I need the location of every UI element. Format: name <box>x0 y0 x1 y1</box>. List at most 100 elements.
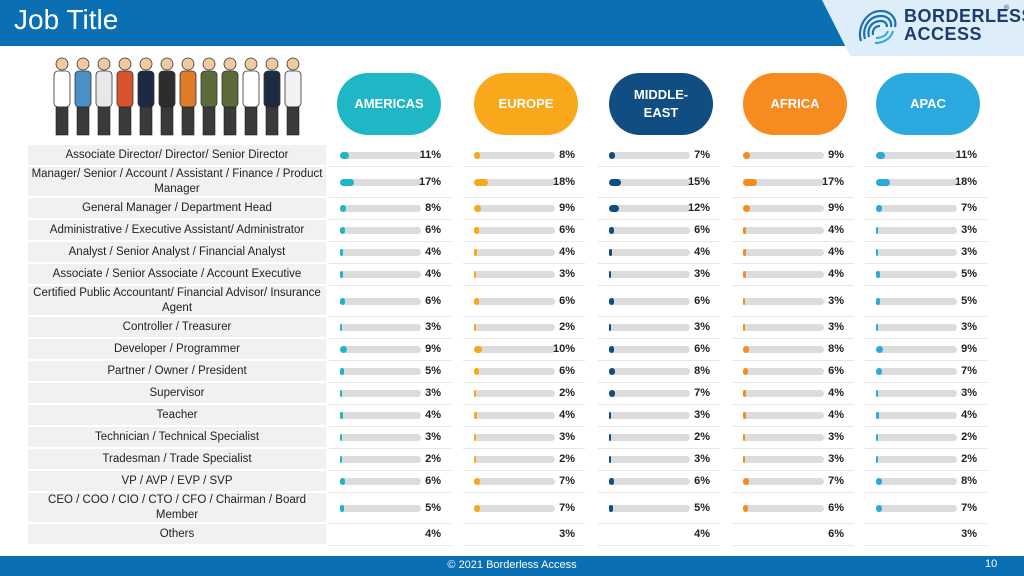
bar-fill <box>609 456 611 463</box>
bar-track <box>474 478 555 485</box>
person-legs <box>265 106 279 136</box>
borderless-access-logo-icon <box>858 9 897 44</box>
bar-track <box>340 205 421 212</box>
row-divider <box>865 166 987 167</box>
registered-mark: ® <box>1004 5 1010 12</box>
bar-track <box>743 346 824 353</box>
bar-fill <box>609 346 614 353</box>
row-divider <box>329 492 451 493</box>
bar-track <box>743 297 824 305</box>
percent-value: 9% <box>559 202 575 214</box>
row-divider <box>463 448 585 449</box>
row-divider <box>865 382 987 383</box>
bar-fill <box>743 346 749 353</box>
bar-track <box>876 346 957 353</box>
percent-value: 9% <box>425 343 441 355</box>
logo-text: BORDERLESS ACCESS <box>904 7 1024 43</box>
person-legs <box>97 106 111 136</box>
percent-value: 10% <box>552 343 575 355</box>
row-divider <box>598 492 720 493</box>
bar-fill <box>609 271 611 278</box>
row-label: Developer / Programmer <box>28 339 326 361</box>
row-divider <box>865 448 987 449</box>
row-divider <box>732 197 854 198</box>
row-divider <box>865 523 987 524</box>
professionals-group-icon <box>53 57 302 136</box>
percent-value: 3% <box>425 431 441 443</box>
bar-track <box>474 346 555 353</box>
bar-fill <box>876 434 878 441</box>
bar-track <box>340 249 421 256</box>
bar-track <box>609 368 690 375</box>
bar-track <box>474 178 555 186</box>
bar-fill <box>743 249 746 256</box>
row-label: Controller / Treasurer <box>28 317 326 339</box>
person-head <box>76 57 90 71</box>
bar-track <box>609 456 690 463</box>
bar-fill <box>876 368 882 375</box>
row-divider <box>865 263 987 264</box>
person-body <box>221 70 239 108</box>
bar-fill <box>474 297 479 305</box>
percent-value: 2% <box>559 387 575 399</box>
row-divider <box>329 382 451 383</box>
bar-track <box>340 456 421 463</box>
percent-value: 3% <box>694 453 710 465</box>
percent-value: 4% <box>694 246 710 258</box>
person-head <box>244 57 258 71</box>
bar-fill <box>474 346 482 353</box>
bar-fill <box>743 227 746 234</box>
bar-fill <box>474 249 477 256</box>
bar-fill <box>743 456 745 463</box>
bar-fill <box>340 178 354 186</box>
percent-value: 8% <box>694 365 710 377</box>
bar-fill <box>340 297 345 305</box>
percent-value: 3% <box>694 321 710 333</box>
person-head <box>286 57 300 71</box>
row-label: General Manager / Department Head <box>28 198 326 220</box>
bar-fill <box>876 227 878 234</box>
bar-fill <box>743 152 750 159</box>
percent-value: 4% <box>425 409 441 421</box>
bar-fill <box>474 368 479 375</box>
bar-track <box>876 456 957 463</box>
percent-value: 18% <box>552 175 575 188</box>
bar-fill <box>340 249 343 256</box>
bar-track <box>474 324 555 331</box>
bar-fill <box>876 346 883 353</box>
bar-fill <box>743 478 749 485</box>
percent-value: 4% <box>559 409 575 421</box>
percent-value: 6% <box>694 343 710 355</box>
bar-track <box>474 249 555 256</box>
bar-track <box>609 478 690 485</box>
row-divider <box>865 545 987 546</box>
bar-fill <box>609 504 613 512</box>
bar-fill <box>876 478 882 485</box>
percent-value: 17% <box>821 175 844 188</box>
bar-fill <box>340 412 343 419</box>
person-head <box>97 57 111 71</box>
bar-fill <box>474 205 481 212</box>
percent-value: 3% <box>828 453 844 465</box>
row-label: Associate Director/ Director/ Senior Dir… <box>28 145 326 167</box>
bar-track <box>340 178 421 186</box>
bar-fill <box>340 152 349 159</box>
bar-fill <box>609 412 611 419</box>
row-divider <box>732 523 854 524</box>
row-divider <box>329 470 451 471</box>
bar-fill <box>340 478 345 485</box>
percent-value: 4% <box>828 409 844 421</box>
row-divider <box>463 316 585 317</box>
bar-fill <box>743 271 746 278</box>
bar-fill <box>474 412 477 419</box>
percent-value: 5% <box>425 365 441 377</box>
row-divider <box>598 360 720 361</box>
row-divider <box>329 360 451 361</box>
percent-value: 3% <box>559 528 575 540</box>
row-divider <box>865 285 987 286</box>
bar-fill <box>609 152 615 159</box>
person-legs <box>160 106 174 136</box>
percent-value: 3% <box>961 387 977 399</box>
bar-track <box>609 152 690 159</box>
percent-value: 3% <box>425 321 441 333</box>
